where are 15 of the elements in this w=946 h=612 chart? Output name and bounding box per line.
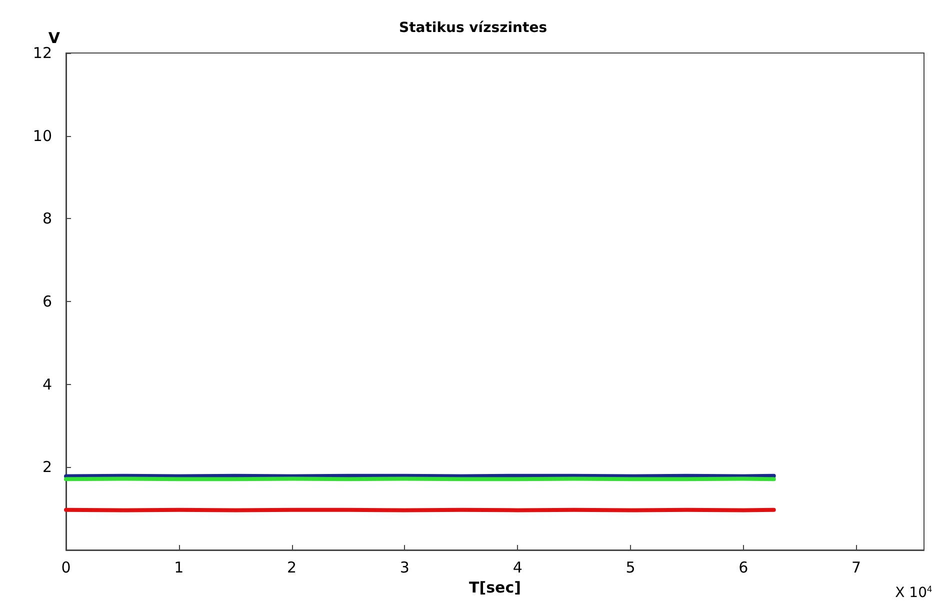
y-tick-label: 6 <box>42 292 52 310</box>
x-tick-label: 4 <box>512 558 522 576</box>
chart-title: Statikus vízszintes <box>398 20 548 36</box>
y-tick-label: 2 <box>42 458 52 476</box>
x-tick-label: 6 <box>738 558 748 576</box>
x-tick-label: 3 <box>400 558 410 576</box>
x-tick-label: 7 <box>851 558 862 576</box>
y-tick-label: 8 <box>42 210 52 228</box>
x-tick-label: 1 <box>174 558 184 576</box>
x-axis-title: T[sec] <box>469 578 521 596</box>
y-tick-label: 4 <box>42 375 52 394</box>
x-tick-label: 0 <box>61 558 71 576</box>
x-tick-label: 5 <box>626 558 636 576</box>
y-tick-label: 10 <box>32 126 52 145</box>
x-tick-label: 2 <box>287 558 297 576</box>
